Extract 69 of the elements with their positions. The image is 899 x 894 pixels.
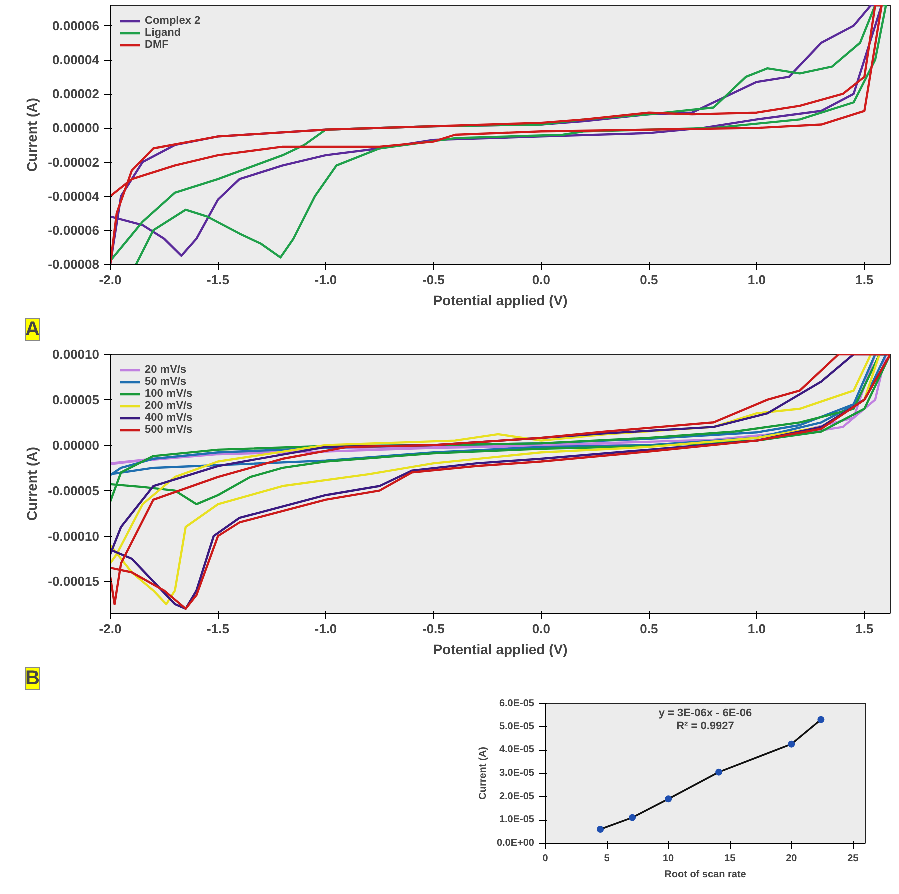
text: A xyxy=(26,318,40,340)
y-tick-label: -0.00008 xyxy=(48,257,100,272)
y-tick-label: 0.00000 xyxy=(52,120,100,136)
legend-label: 400 mV/s xyxy=(145,412,193,424)
x-tick-label: -1.5 xyxy=(207,622,230,636)
x-tick-label: 1.0 xyxy=(748,622,766,636)
y-tick-label: 0.00002 xyxy=(52,86,100,102)
x-tick-label: 1.5 xyxy=(856,622,874,636)
x-tick-label: 25 xyxy=(848,854,860,864)
y-axis-title: Current (A) xyxy=(478,747,489,800)
y-tick-label: 0.00006 xyxy=(52,18,100,34)
y-tick-label: -0.00010 xyxy=(48,528,100,544)
x-tick-label: 0.5 xyxy=(640,272,658,288)
x-tick-label: 0.5 xyxy=(640,622,658,636)
y-tick-label: 1.0E-05 xyxy=(499,814,535,826)
x-tick-label: -1.0 xyxy=(314,272,338,288)
point xyxy=(629,814,636,822)
x-tick-label: 20 xyxy=(786,854,798,864)
y-tick-label: 3.0E-05 xyxy=(499,768,535,779)
text: B xyxy=(26,668,40,690)
legend-label: DMF xyxy=(145,39,169,51)
point xyxy=(716,768,723,776)
line-series xyxy=(110,354,890,506)
x-tick-label: 1.0 xyxy=(748,272,766,288)
legend-label: 200 mV/s xyxy=(145,400,193,412)
legend-label: Complex 2 xyxy=(145,15,201,27)
y-tick-label: 2.0E-05 xyxy=(499,791,535,802)
legend-label: 50 mV/s xyxy=(145,376,187,388)
x-tick-label: 0.0 xyxy=(532,622,550,636)
x-axis-title: Root of scan rate xyxy=(664,870,747,880)
x-tick-label: 0 xyxy=(542,854,549,864)
y-tick-label: 0.00010 xyxy=(52,347,100,362)
annotation: y = 3E-06x - 6E-06 xyxy=(658,708,752,720)
y-tick-label: 0.00000 xyxy=(52,438,100,453)
y-tick-label: -0.00005 xyxy=(48,483,100,498)
point xyxy=(665,796,672,803)
x-tick-label: -1.0 xyxy=(314,622,338,636)
legend-label: 100 mV/s xyxy=(145,388,193,400)
point xyxy=(597,826,604,833)
x-tick-label: -1.5 xyxy=(207,272,230,288)
y-axis-title: Current (A) xyxy=(24,447,40,521)
y-tick-label: 6.0E-05 xyxy=(499,698,535,710)
y-tick-label: -0.00006 xyxy=(48,222,100,238)
y-tick-label: 5.0E-05 xyxy=(499,721,535,732)
x-axis-title: Potential applied (V) xyxy=(433,292,568,308)
y-tick-label: 0.0E+00 xyxy=(496,838,535,849)
x-tick-label: 5 xyxy=(604,854,610,864)
y-tick-label: -0.00002 xyxy=(48,154,100,170)
x-tick-label: -2.0 xyxy=(99,622,122,636)
x-tick-label: -2.0 xyxy=(99,272,122,288)
x-tick-label: 0.0 xyxy=(532,272,550,288)
y-tick-label: 0.00005 xyxy=(52,392,100,408)
x-tick-label: 10 xyxy=(663,854,675,864)
x-tick-label: 15 xyxy=(724,854,736,864)
annotation: R² = 0.9927 xyxy=(676,720,734,732)
x-tick-label: -0.5 xyxy=(422,622,445,636)
x-axis-title: Potential applied (V) xyxy=(433,642,568,658)
legend-label: 20 mV/s xyxy=(145,364,187,376)
y-tick-label: 4.0E-05 xyxy=(499,744,535,756)
y-tick-label: -0.00015 xyxy=(48,574,100,590)
y-tick-label: -0.00004 xyxy=(48,188,100,204)
y-tick-label: 0.00004 xyxy=(52,52,100,68)
point xyxy=(788,740,796,748)
x-tick-label: -0.5 xyxy=(422,272,445,288)
x-tick-label: 1.5 xyxy=(856,272,874,288)
y-axis-title: Current (A) xyxy=(24,98,40,172)
legend-label: 500 mV/s xyxy=(145,424,193,436)
legend-label: Ligand xyxy=(145,27,182,39)
point xyxy=(818,716,825,724)
